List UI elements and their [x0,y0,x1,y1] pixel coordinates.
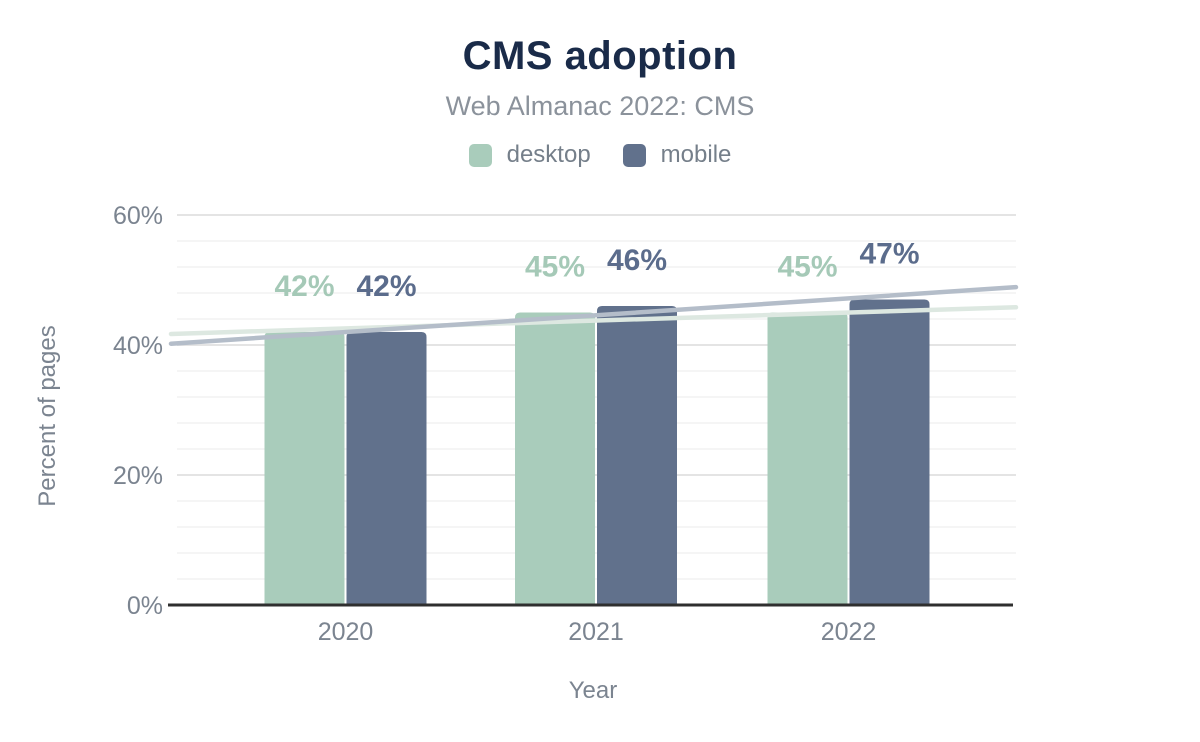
value-label-mobile-2020: 42% [356,270,416,303]
y-tick-40%: 40% [113,332,163,360]
bar-desktop-2021 [515,312,595,605]
y-tick-20%: 20% [113,462,163,490]
bar-mobile-2021 [597,306,677,605]
bar-mobile-2022 [849,299,930,605]
x-tick-2020: 2020 [318,618,374,646]
value-label-desktop-2021: 45% [525,251,585,284]
chart-title: CMS adoption [462,34,738,78]
legend-label-desktop: desktop [506,141,591,168]
x-tick-2022: 2022 [821,618,877,646]
chart-subtitle: Web Almanac 2022: CMS [445,91,755,121]
trendline-mobile [168,284,1019,346]
x-axis-title: Year [568,677,618,704]
y-tick-0%: 0% [127,592,163,620]
desktop-swatch-icon [468,143,492,167]
bar-mobile-2020 [346,332,427,605]
x-tick-2021: 2021 [568,618,624,646]
legend-item-desktop: desktop [468,141,591,169]
value-label-desktop-2020: 42% [274,270,334,303]
bar-desktop-2020 [264,332,345,605]
value-label-mobile-2022: 47% [859,238,919,271]
trendline-desktop [168,305,1019,337]
mobile-swatch-icon [622,143,646,167]
value-label-desktop-2022: 45% [777,251,837,284]
value-label-mobile-2021: 46% [607,244,667,277]
legend-item-mobile: mobile [622,141,732,169]
legend: desktop mobile [0,141,1200,169]
y-tick-60%: 60% [113,202,163,230]
legend-label-mobile: mobile [660,141,732,168]
bar-desktop-2022 [767,312,848,605]
